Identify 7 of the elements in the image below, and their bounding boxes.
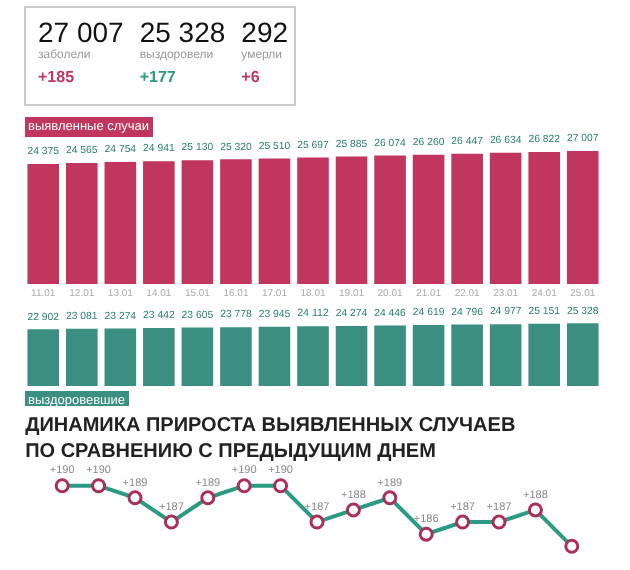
- text: 25 328: [139, 16, 226, 48]
- chart-title: ДИНАМИКА ПРИРОСТА ВЫЯВЛЕННЫХ СЛУЧАЕВ ПО СРАВНЕНИЮ С ПРЕДЫДУЩИМ ДНЕМ: [25, 414, 516, 463]
- text: +177: [139, 66, 178, 88]
- text: +6: [241, 66, 262, 88]
- text: 27 007: [38, 16, 124, 48]
- text: +185: [38, 66, 77, 88]
- text: 292: [241, 16, 289, 48]
